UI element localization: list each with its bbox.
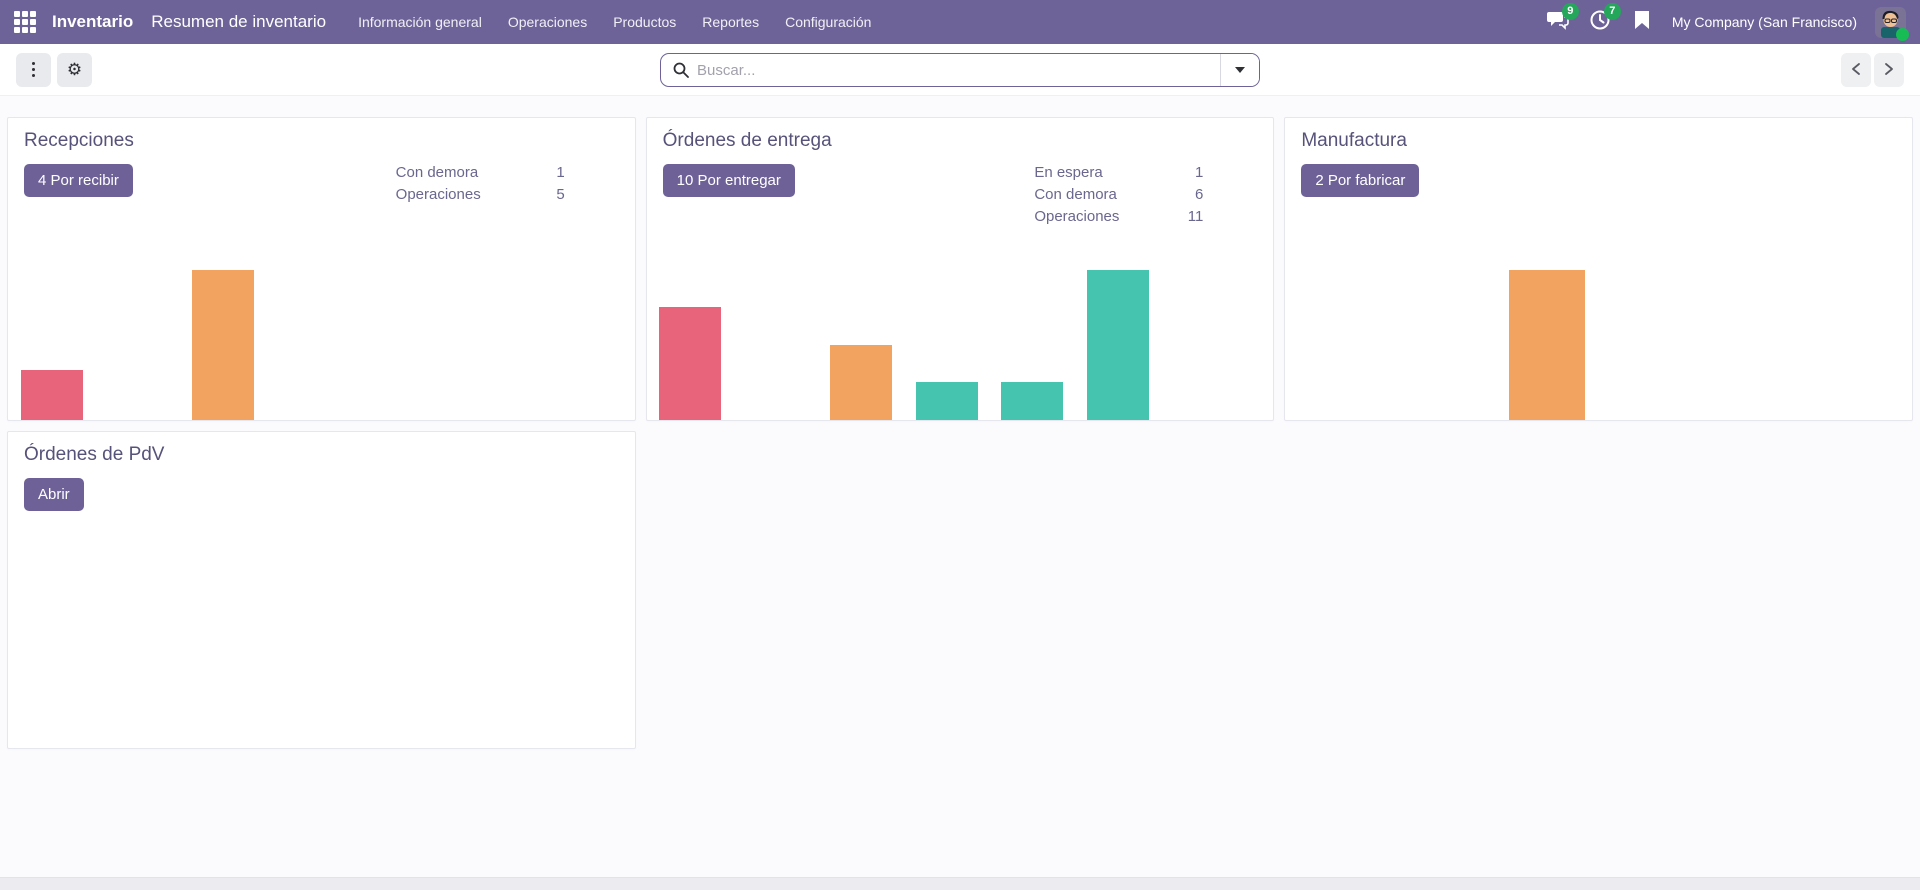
card-title-recepciones[interactable]: Recepciones (24, 130, 134, 151)
chart-bar[interactable] (20, 370, 83, 420)
pager (1841, 53, 1904, 87)
pager-previous-button[interactable] (1841, 53, 1871, 87)
stat-label-con-demora[interactable]: Con demora (1034, 186, 1117, 203)
search-bar (660, 53, 1260, 87)
online-status-dot (1896, 27, 1909, 41)
stat-label-en-espera[interactable]: En espera (1034, 164, 1103, 181)
grid-icon (14, 11, 36, 33)
chart-bar[interactable] (1508, 270, 1585, 420)
more-options-button[interactable] (16, 52, 51, 87)
main-menu: Información general Operaciones Producto… (348, 9, 881, 35)
bar-chart-ordenes-de-entrega (647, 270, 1274, 420)
stats-ordenes-de-entrega: En espera 1 Con demora 6 Operaciones 11 (1034, 164, 1203, 230)
pager-next-button[interactable] (1874, 53, 1904, 87)
stat-label-con-demora[interactable]: Con demora (395, 164, 479, 181)
menu-item-productos[interactable]: Productos (613, 14, 677, 30)
chevron-right-icon (1883, 62, 1895, 79)
card-title-ordenes-de-entrega[interactable]: Órdenes de entrega (662, 130, 832, 151)
kebab-icon (32, 62, 35, 77)
stat-label-operaciones[interactable]: Operaciones (1034, 208, 1120, 225)
search-options-toggle[interactable] (1221, 54, 1259, 86)
stat-value-en-espera[interactable]: 1 (1194, 164, 1204, 181)
company-switcher[interactable]: My Company (San Francisco) (1671, 14, 1857, 30)
activities-button[interactable]: 7 (1588, 3, 1621, 36)
app-name[interactable]: Inventario (52, 12, 134, 31)
stats-recepciones: Con demora 1 Operaciones 5 (396, 164, 565, 208)
stat-row: Operaciones 5 (396, 186, 565, 203)
chevron-down-icon (1235, 67, 1245, 73)
gear-icon: ⚙ (66, 60, 83, 79)
chart-bar[interactable] (830, 345, 893, 420)
search-icon (673, 62, 689, 78)
chart-bar[interactable] (1001, 382, 1064, 420)
stat-value-operaciones[interactable]: 11 (1187, 208, 1204, 225)
por-entregar-button[interactable]: 10 Por entregar (662, 164, 795, 197)
chart-bar[interactable] (915, 382, 978, 420)
apps-menu-icon[interactable] (12, 9, 38, 35)
messages-badge: 9 (1561, 3, 1579, 20)
stat-row: En espera 1 (1034, 164, 1203, 181)
menu-item-informacion-general[interactable]: Información general (358, 14, 482, 30)
card-ordenes-de-pdv: Órdenes de PdV Abrir (7, 431, 636, 749)
chart-bar[interactable] (659, 307, 722, 420)
stat-value-con-demora[interactable]: 1 (556, 164, 565, 181)
chart-bar[interactable] (191, 270, 254, 420)
breadcrumb[interactable]: Resumen de inventario (151, 12, 327, 31)
top-navbar: Inventario Resumen de inventario Informa… (0, 0, 1920, 44)
stat-row: Con demora 1 (396, 164, 565, 181)
menu-item-reportes[interactable]: Reportes (702, 14, 760, 30)
menu-item-operaciones[interactable]: Operaciones (507, 14, 588, 30)
cards-grid: Recepciones 4 Por recibir Con demora 1 O… (7, 117, 1913, 749)
bookmark-button[interactable] (1630, 10, 1654, 34)
navbar-left: Inventario Resumen de inventario Informa… (12, 9, 881, 35)
por-fabricar-button[interactable]: 2 Por fabricar (1301, 164, 1420, 197)
card-manufactura: Manufactura 2 Por fabricar (1284, 117, 1913, 421)
search-divider (1220, 54, 1221, 86)
settings-button[interactable]: ⚙ (57, 52, 92, 87)
bar-chart-recepciones (8, 270, 635, 420)
bookmark-icon (1634, 10, 1650, 35)
clock-icon (1589, 9, 1611, 36)
user-menu[interactable] (1875, 6, 1909, 41)
card-title-ordenes-de-pdv[interactable]: Órdenes de PdV (24, 444, 165, 465)
stat-value-con-demora[interactable]: 6 (1194, 186, 1204, 203)
bottom-strip (0, 877, 1920, 890)
dashboard-content: Recepciones 4 Por recibir Con demora 1 O… (0, 96, 1920, 749)
menu-item-configuracion[interactable]: Configuración (785, 14, 872, 30)
stat-value-operaciones[interactable]: 5 (556, 186, 565, 203)
stat-row: Operaciones 11 (1034, 208, 1203, 225)
search-input[interactable] (697, 54, 1220, 86)
bar-chart-manufactura (1285, 270, 1912, 420)
stat-row: Con demora 6 (1034, 186, 1203, 203)
card-title-manufactura[interactable]: Manufactura (1301, 130, 1407, 151)
card-ordenes-de-entrega: Órdenes de entrega 10 Por entregar En es… (645, 117, 1275, 421)
activities-badge: 7 (1603, 3, 1621, 20)
messages-button[interactable]: 9 (1546, 3, 1579, 34)
stat-label-operaciones[interactable]: Operaciones (395, 186, 481, 203)
abrir-button[interactable]: Abrir (24, 478, 84, 511)
card-recepciones: Recepciones 4 Por recibir Con demora 1 O… (7, 117, 636, 421)
chevron-left-icon (1850, 62, 1862, 79)
chart-bar[interactable] (1086, 270, 1149, 420)
por-recibir-button[interactable]: 4 Por recibir (24, 164, 133, 197)
navbar-right: 9 7 My Company (San Francisco) (1546, 3, 1909, 41)
control-bar: ⚙ (0, 44, 1920, 96)
view-tools: ⚙ (16, 52, 92, 87)
